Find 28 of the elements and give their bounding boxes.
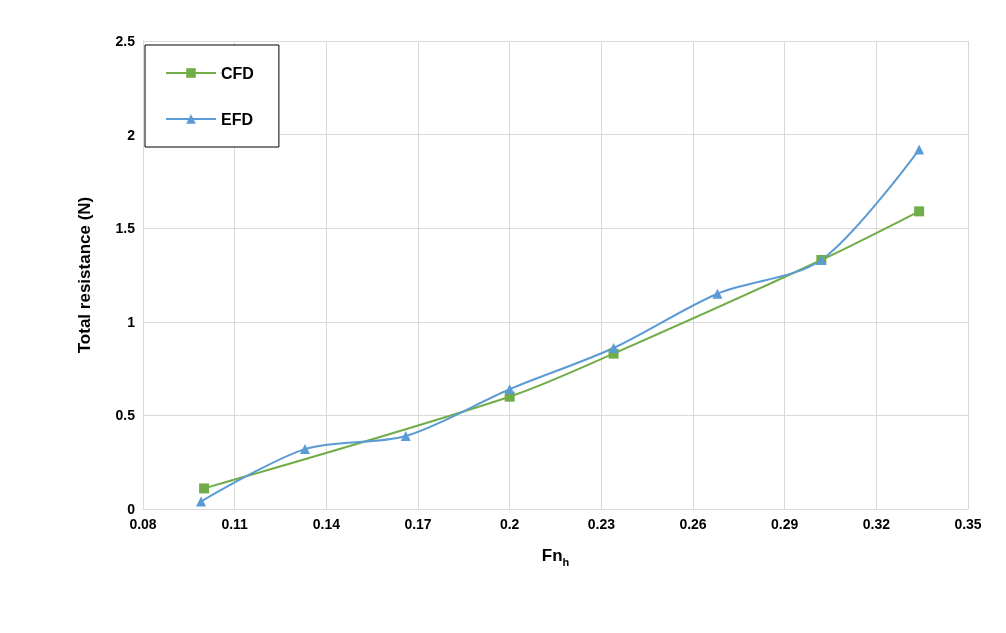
point bbox=[608, 343, 619, 354]
y-tick-label: 1.5 bbox=[115, 220, 136, 237]
y-tick-label: 2.5 bbox=[115, 33, 136, 49]
y-axis-title: Total resistance (N) bbox=[75, 196, 94, 354]
x-tick-label: 0.23 bbox=[587, 516, 616, 532]
x-tick-label: 0.29 bbox=[771, 516, 799, 532]
point bbox=[196, 496, 207, 507]
legend-label: CFD bbox=[221, 64, 254, 82]
point bbox=[504, 384, 515, 395]
y-tick-label: 0 bbox=[127, 501, 136, 517]
point bbox=[199, 483, 210, 494]
x-tick-label: 0.14 bbox=[312, 516, 341, 532]
point bbox=[914, 206, 925, 217]
y-tick-label: 2 bbox=[127, 126, 136, 143]
y-tick-label: 1 bbox=[127, 313, 136, 330]
x-tick-label: 0.11 bbox=[221, 516, 249, 532]
x-tick-label: 0.17 bbox=[404, 516, 432, 532]
x-tick-label: 0.35 bbox=[954, 516, 982, 532]
x-tick-label: 0.08 bbox=[129, 516, 157, 532]
point bbox=[299, 444, 310, 455]
x-tick-label: 0.2 bbox=[499, 516, 520, 532]
y-tick-label: 0.5 bbox=[115, 407, 136, 424]
point bbox=[914, 144, 925, 155]
point bbox=[400, 430, 411, 441]
legend-label: EFD bbox=[221, 110, 253, 128]
x-tick-label: 0.32 bbox=[862, 516, 891, 532]
point bbox=[712, 288, 723, 299]
x-tick-label: 0.26 bbox=[679, 516, 707, 532]
